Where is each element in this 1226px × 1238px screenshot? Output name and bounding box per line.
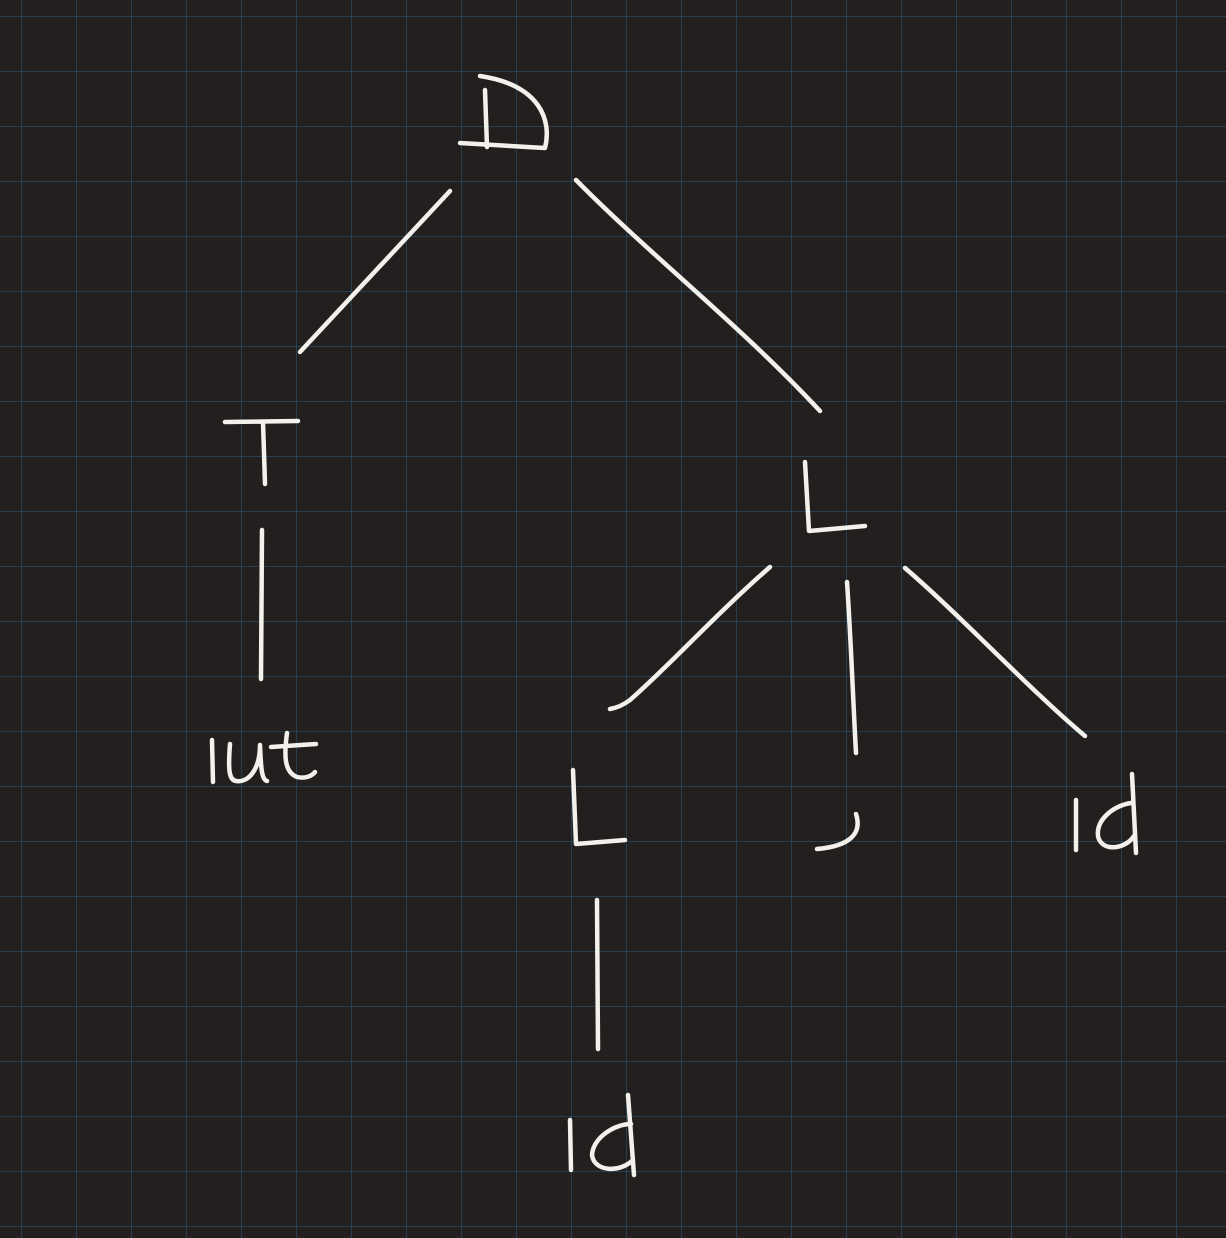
node-int: int: [209, 730, 319, 785]
node-l-upper-glyph: [802, 459, 868, 534]
node-d-glyph: [457, 73, 550, 151]
edge-l-to-id: [902, 565, 1088, 739]
node-t-glyph: [222, 418, 301, 487]
node-id-right-glyph: [1073, 771, 1139, 856]
node-id-right: id: [1073, 771, 1139, 856]
node-l-upper: L: [802, 459, 868, 534]
edge-d-to-t: [297, 188, 453, 355]
edge-d-to-l: [573, 177, 823, 414]
node-int-glyph: [209, 730, 319, 785]
edge-l-to-l: [607, 564, 773, 712]
node-d: D: [457, 73, 550, 151]
node-comma-glyph: [814, 811, 860, 852]
node-l-lower-glyph: [570, 767, 628, 847]
edge-t-to-int: [258, 527, 265, 682]
node-comma: ,: [814, 811, 860, 852]
node-id-bottom: id: [567, 1092, 637, 1178]
edge-l-to-comma: [844, 579, 859, 756]
node-t: T: [222, 418, 301, 487]
node-l-lower: L: [570, 767, 628, 847]
node-id-bottom-glyph: [567, 1092, 637, 1178]
edge-l-to-id-bottom: [594, 897, 601, 1052]
